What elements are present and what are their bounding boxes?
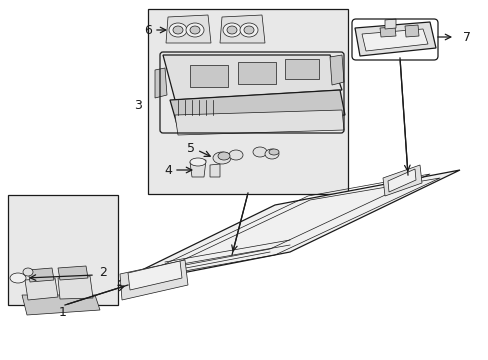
Polygon shape [361, 29, 427, 51]
Ellipse shape [185, 23, 203, 37]
Polygon shape [354, 22, 435, 56]
Ellipse shape [10, 273, 26, 283]
Polygon shape [379, 27, 395, 37]
Ellipse shape [213, 152, 230, 164]
Ellipse shape [252, 147, 266, 157]
Bar [148, 9, 347, 194]
Polygon shape [404, 25, 418, 37]
Bar [8, 195, 118, 305]
Ellipse shape [240, 23, 258, 37]
Polygon shape [58, 266, 88, 280]
Ellipse shape [228, 150, 243, 160]
Polygon shape [382, 165, 421, 196]
Ellipse shape [169, 23, 186, 37]
Ellipse shape [218, 152, 229, 160]
Polygon shape [384, 19, 395, 29]
Bar [190, 65, 227, 87]
Polygon shape [329, 55, 343, 85]
Polygon shape [387, 169, 415, 192]
Text: 3: 3 [134, 99, 142, 112]
Text: 5: 5 [186, 141, 195, 154]
Polygon shape [175, 110, 343, 135]
Polygon shape [165, 15, 210, 43]
Polygon shape [120, 260, 187, 300]
Polygon shape [163, 55, 341, 100]
Ellipse shape [226, 26, 237, 34]
Ellipse shape [23, 268, 33, 276]
Ellipse shape [244, 26, 253, 34]
Text: 7: 7 [462, 31, 470, 44]
Bar [238, 62, 275, 84]
Polygon shape [190, 160, 205, 177]
Polygon shape [220, 15, 264, 43]
Ellipse shape [223, 23, 241, 37]
Polygon shape [209, 164, 220, 177]
Text: 1: 1 [59, 306, 67, 319]
Ellipse shape [190, 158, 205, 166]
Polygon shape [155, 68, 167, 98]
Ellipse shape [264, 149, 279, 159]
Polygon shape [128, 261, 182, 290]
Text: 6: 6 [144, 23, 152, 36]
Ellipse shape [173, 26, 183, 34]
Polygon shape [170, 90, 345, 128]
Polygon shape [25, 278, 58, 300]
Text: 4: 4 [164, 163, 172, 176]
Ellipse shape [190, 26, 200, 34]
Polygon shape [22, 295, 100, 315]
Ellipse shape [268, 149, 279, 155]
Polygon shape [28, 268, 54, 282]
Polygon shape [105, 170, 459, 288]
Polygon shape [58, 276, 93, 299]
Text: 2: 2 [99, 266, 107, 279]
Bar [285, 59, 318, 79]
